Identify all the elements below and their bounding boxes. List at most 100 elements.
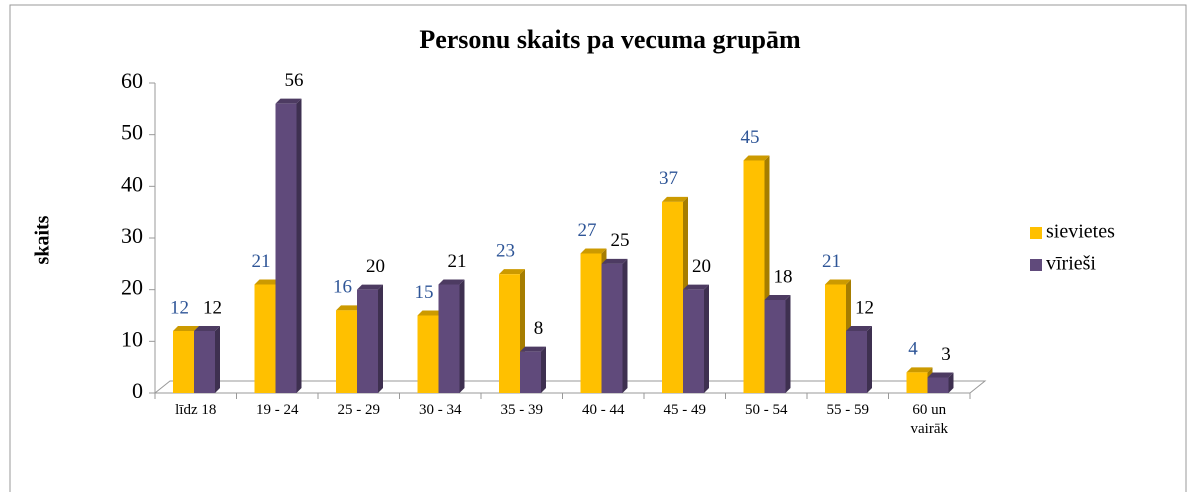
- data-label: 8: [534, 318, 544, 339]
- data-label: 20: [366, 256, 385, 277]
- bar: [275, 98, 302, 394]
- data-label: 15: [415, 282, 434, 303]
- bar-face: [906, 367, 933, 373]
- bar-face: [173, 331, 194, 393]
- bar-face: [948, 372, 954, 393]
- data-label: 23: [496, 241, 515, 262]
- bar: [194, 326, 220, 393]
- x-tick-label: 55 - 59: [826, 402, 870, 418]
- data-label: 4: [908, 339, 918, 360]
- bar-face: [927, 377, 949, 393]
- bar-face: [336, 310, 357, 393]
- data-label: 12: [203, 297, 222, 318]
- bar-face: [927, 372, 954, 378]
- data-label: 21: [448, 251, 467, 272]
- bar-face: [459, 279, 465, 393]
- x-tick-label: 25 - 29: [337, 402, 381, 418]
- bar-face: [357, 289, 378, 393]
- bar-face: [662, 196, 688, 202]
- bar-face: [764, 295, 791, 300]
- data-label: 27: [578, 220, 597, 241]
- bar-face: [846, 326, 872, 331]
- bar-face: [378, 284, 383, 393]
- x-tick-label: līdz 18: [175, 402, 217, 418]
- bar-face: [254, 279, 281, 285]
- y-tick-label: 40: [121, 171, 143, 196]
- bar-face: [275, 98, 302, 104]
- bar-face: [601, 258, 628, 264]
- bar-face: [520, 346, 546, 352]
- x-tick-label: 19 - 24: [256, 402, 299, 418]
- bar-face: [683, 284, 709, 290]
- bar: [764, 295, 791, 393]
- legend-swatch: [1030, 259, 1042, 271]
- y-tick-label: 10: [121, 326, 143, 351]
- y-tick-label: 0: [132, 378, 143, 403]
- bar-face: [336, 305, 362, 311]
- data-label: 21: [252, 251, 271, 272]
- x-tick-label: 60 un vairāk: [910, 402, 948, 437]
- bar-face: [541, 346, 546, 393]
- bar-face: [296, 98, 302, 394]
- data-label: 12: [170, 297, 189, 318]
- bar: [683, 284, 709, 393]
- bar-face: [825, 279, 851, 285]
- bar-face: [194, 331, 215, 393]
- bar-face: [743, 155, 770, 161]
- legend-label: sievietes: [1046, 221, 1115, 243]
- bar-face: [215, 326, 220, 393]
- y-axis-title: skaits: [32, 215, 54, 264]
- bar-face: [275, 103, 297, 394]
- bar: [357, 284, 383, 393]
- y-tick-label: 30: [121, 223, 143, 248]
- bar-face: [194, 326, 220, 331]
- legend-swatch: [1030, 227, 1042, 239]
- bar-face: [867, 326, 872, 393]
- data-label: 12: [855, 297, 874, 318]
- data-label: 21: [822, 251, 841, 272]
- bar-face: [499, 274, 520, 393]
- bar-face: [580, 253, 602, 393]
- bar-face: [825, 284, 846, 393]
- chart-title: Personu skaits pa vecuma grupām: [419, 25, 801, 54]
- bar-face: [580, 248, 607, 254]
- bar-face: [254, 284, 276, 393]
- bar: [601, 258, 628, 393]
- x-tick-label: 35 - 39: [500, 402, 544, 418]
- bar-face: [499, 269, 525, 275]
- bar-face: [906, 372, 928, 393]
- bar-face: [785, 295, 791, 393]
- bar: [520, 346, 546, 393]
- bar: [438, 279, 465, 393]
- bar-face: [417, 310, 444, 316]
- bar-face: [438, 284, 460, 393]
- legend-label: vīrieši: [1046, 253, 1096, 275]
- bar-face: [704, 284, 709, 393]
- data-label: 25: [611, 230, 630, 251]
- x-tick-label: 50 - 54: [745, 402, 788, 418]
- bar-face: [438, 279, 465, 285]
- x-tick-label: 45 - 49: [663, 402, 707, 418]
- bar: [846, 326, 872, 393]
- y-tick-label: 20: [121, 275, 143, 300]
- bar-face: [622, 258, 628, 393]
- bar-face: [417, 315, 439, 393]
- data-label: 3: [941, 344, 951, 365]
- y-tick-label: 50: [121, 120, 143, 145]
- bar-face: [743, 160, 765, 393]
- data-label: 45: [741, 127, 760, 148]
- bar-face: [683, 289, 704, 393]
- bar-face: [601, 263, 623, 393]
- data-label: 16: [333, 277, 352, 298]
- y-tick-label: 60: [121, 68, 143, 93]
- bar-face: [662, 201, 683, 393]
- bar: [927, 372, 954, 393]
- data-label: 18: [774, 266, 793, 287]
- bar-face: [846, 331, 867, 393]
- bar-face: [173, 326, 199, 331]
- bar-face: [520, 351, 541, 393]
- x-tick-label: 40 - 44: [582, 402, 625, 418]
- bar-face: [764, 300, 786, 393]
